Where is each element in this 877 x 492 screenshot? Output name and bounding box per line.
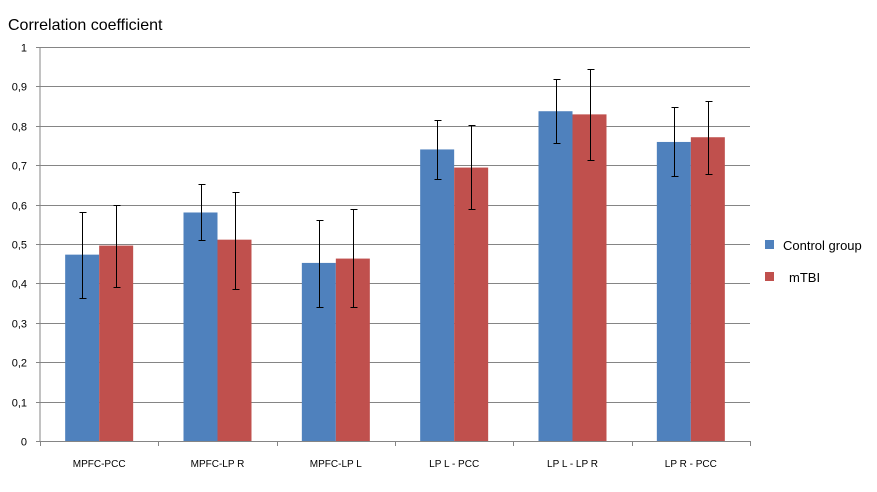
y-axis-ticks: 0 0,1 0,2 0,3 0,4 0,5 0,6 0,7 0,8 0,9 1 bbox=[12, 43, 27, 449]
bar-control-4 bbox=[420, 149, 455, 441]
error-bar-control-5 bbox=[553, 79, 561, 144]
bars bbox=[65, 111, 725, 442]
bar-control-3 bbox=[301, 262, 336, 441]
x-tick-label: MPFC-LP L bbox=[310, 459, 362, 470]
legend-swatch bbox=[765, 240, 774, 249]
bar-mtbi-4 bbox=[454, 167, 489, 441]
bar-control-2 bbox=[183, 212, 218, 441]
error-bar-control-2 bbox=[198, 184, 206, 241]
error-bar-control-6 bbox=[671, 107, 679, 177]
bar-mtbi-6 bbox=[690, 137, 725, 441]
error-bar-mtbi-1 bbox=[113, 205, 121, 288]
x-tick-label: MPFC-PCC bbox=[73, 459, 126, 470]
legend-item-mtbi: mTBI bbox=[765, 270, 820, 285]
bar-control-5 bbox=[538, 111, 573, 442]
bar-control-6 bbox=[656, 141, 691, 442]
bar-mtbi-3 bbox=[335, 258, 370, 441]
y-tick-label: 0,4 bbox=[12, 279, 27, 291]
error-bar-control-3 bbox=[316, 220, 324, 308]
bar-mtbi-5 bbox=[572, 114, 607, 442]
y-tick-label: 0,6 bbox=[12, 201, 27, 213]
y-tick-label: 1 bbox=[21, 43, 27, 55]
error-bar-control-4 bbox=[434, 120, 442, 180]
y-tick-label: 0 bbox=[21, 437, 27, 449]
y-tick-label: 0,2 bbox=[12, 358, 27, 370]
legend-label: mTBI bbox=[789, 270, 820, 285]
legend-item-control: Control group bbox=[765, 238, 862, 253]
y-tick-label: 0,5 bbox=[12, 240, 27, 252]
legend-label: Control group bbox=[783, 238, 862, 253]
bar-mtbi-2 bbox=[217, 239, 252, 441]
error-bar-mtbi-4 bbox=[468, 125, 476, 210]
error-bar-mtbi-5 bbox=[587, 69, 595, 161]
y-tick-label: 0,8 bbox=[12, 122, 27, 134]
error-bar-control-1 bbox=[79, 212, 87, 299]
legend-swatch bbox=[765, 272, 774, 281]
error-bar-mtbi-2 bbox=[232, 192, 240, 290]
error-bars bbox=[79, 69, 713, 308]
error-bar-mtbi-6 bbox=[705, 101, 713, 175]
chart-title: Correlation coefficient bbox=[8, 17, 163, 34]
y-tick-label: 0,7 bbox=[12, 161, 27, 173]
gridlines bbox=[40, 47, 750, 403]
y-tick-label: 0,1 bbox=[12, 398, 27, 410]
legend: Control group mTBI bbox=[765, 238, 862, 285]
x-tick-label: MPFC-LP R bbox=[191, 459, 245, 470]
x-tick-label: LP L - PCC bbox=[429, 459, 479, 470]
y-tick-label: 0,9 bbox=[12, 82, 27, 94]
y-tick-label: 0,3 bbox=[12, 319, 27, 331]
x-tick-label: LP L - LP R bbox=[547, 459, 598, 470]
error-bar-mtbi-3 bbox=[350, 209, 358, 308]
x-axis: MPFC-PCC MPFC-LP R MPFC-LP L LP L - PCC LP L… bbox=[36, 47, 751, 470]
x-tick-label: LP R - PCC bbox=[665, 459, 717, 470]
